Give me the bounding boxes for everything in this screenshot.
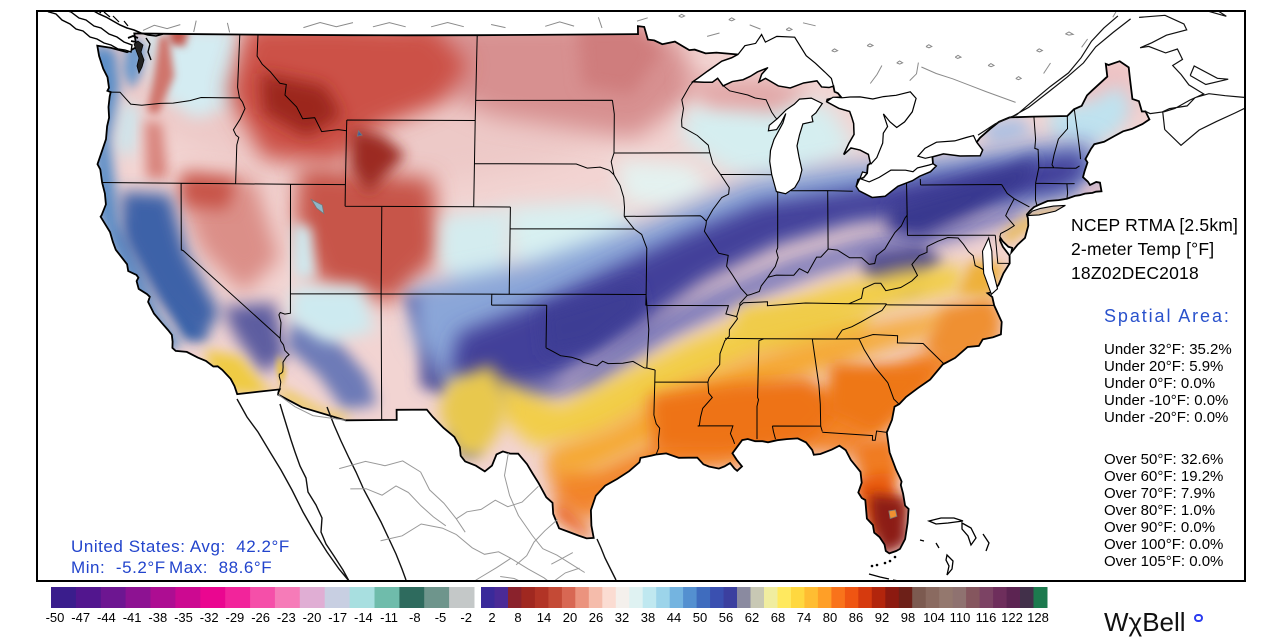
svg-text:110: 110 (950, 610, 971, 625)
svg-text:86: 86 (849, 610, 863, 625)
svg-text:-38: -38 (148, 610, 167, 625)
svg-text:-8: -8 (409, 610, 421, 625)
svg-text:-26: -26 (251, 610, 270, 625)
svg-text:-44: -44 (97, 610, 116, 625)
svg-text:-35: -35 (174, 610, 193, 625)
svg-text:44: 44 (667, 610, 681, 625)
svg-text:-29: -29 (226, 610, 245, 625)
svg-text:68: 68 (771, 610, 785, 625)
svg-text:-11: -11 (380, 610, 398, 625)
svg-text:-41: -41 (123, 610, 142, 625)
svg-text:116: 116 (976, 610, 997, 625)
svg-text:-20: -20 (303, 610, 322, 625)
svg-text:80: 80 (823, 610, 837, 625)
svg-text:8: 8 (514, 610, 521, 625)
svg-text:122: 122 (1001, 610, 1023, 625)
svg-text:-5: -5 (435, 610, 447, 625)
svg-text:50: 50 (693, 610, 707, 625)
svg-text:26: 26 (589, 610, 603, 625)
svg-text:-23: -23 (277, 610, 296, 625)
svg-text:62: 62 (745, 610, 759, 625)
svg-text:-47: -47 (71, 610, 90, 625)
svg-text:56: 56 (719, 610, 733, 625)
svg-text:74: 74 (797, 610, 811, 625)
svg-text:2: 2 (488, 610, 495, 625)
svg-text:-50: -50 (46, 610, 65, 625)
svg-text:14: 14 (537, 610, 551, 625)
svg-text:128: 128 (1027, 610, 1049, 625)
svg-text:-17: -17 (328, 610, 347, 625)
svg-text:-32: -32 (200, 610, 219, 625)
svg-text:98: 98 (901, 610, 915, 625)
svg-text:38: 38 (641, 610, 655, 625)
svg-text:20: 20 (563, 610, 577, 625)
svg-text:-14: -14 (354, 610, 373, 625)
svg-text:104: 104 (923, 610, 945, 625)
svg-text:32: 32 (615, 610, 629, 625)
svg-text:-2: -2 (460, 610, 472, 625)
svg-text:92: 92 (875, 610, 889, 625)
